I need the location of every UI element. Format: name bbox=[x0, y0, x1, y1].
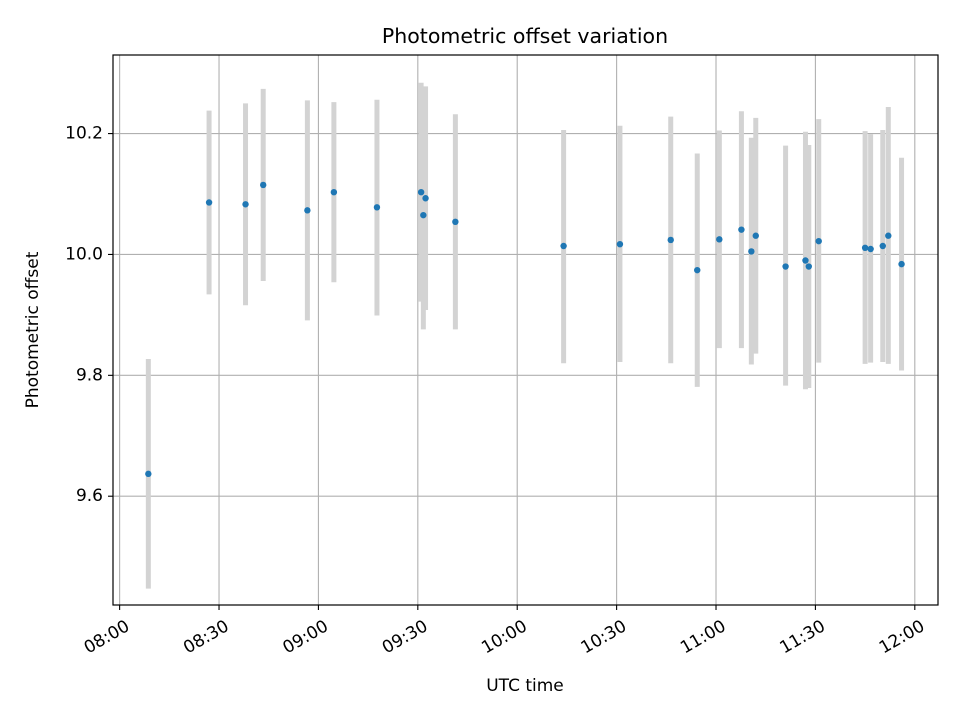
data-point bbox=[752, 232, 759, 239]
y-tick-label: 9.8 bbox=[76, 365, 103, 385]
data-point bbox=[616, 240, 624, 248]
data-points bbox=[145, 181, 905, 478]
data-point bbox=[667, 236, 674, 244]
data-point bbox=[867, 245, 874, 253]
y-tick-label: 9.6 bbox=[76, 486, 103, 506]
data-point bbox=[815, 237, 822, 245]
y-tick-label: 10.0 bbox=[65, 244, 103, 264]
data-point bbox=[885, 232, 892, 239]
data-point bbox=[373, 204, 381, 211]
data-point bbox=[452, 218, 459, 226]
data-point bbox=[805, 263, 812, 270]
data-point bbox=[802, 257, 809, 264]
data-point bbox=[145, 470, 152, 478]
grid bbox=[113, 55, 938, 605]
data-point bbox=[879, 242, 886, 250]
data-point bbox=[716, 236, 723, 243]
data-point bbox=[304, 207, 311, 214]
y-axis-ticks: 9.6 9.8 10.0 10.2 bbox=[65, 124, 113, 506]
data-point bbox=[748, 248, 755, 255]
data-point bbox=[417, 188, 425, 196]
y-tick-label: 10.2 bbox=[65, 124, 103, 144]
data-point bbox=[420, 211, 427, 219]
data-point bbox=[861, 244, 869, 252]
data-point bbox=[738, 226, 745, 233]
data-point bbox=[898, 260, 905, 268]
plot-area-frame bbox=[112, 54, 939, 606]
chart-title: Photometric offset variation bbox=[382, 24, 668, 48]
data-point bbox=[260, 181, 267, 189]
data-point bbox=[330, 188, 338, 196]
data-point bbox=[694, 266, 701, 274]
data-point bbox=[422, 195, 429, 202]
data-point bbox=[782, 263, 789, 270]
y-axis-label: Photometric offset bbox=[23, 251, 43, 408]
data-point bbox=[560, 242, 567, 250]
data-point bbox=[205, 199, 213, 206]
data-point bbox=[242, 201, 249, 208]
x-axis-label: UTC time bbox=[486, 676, 564, 696]
